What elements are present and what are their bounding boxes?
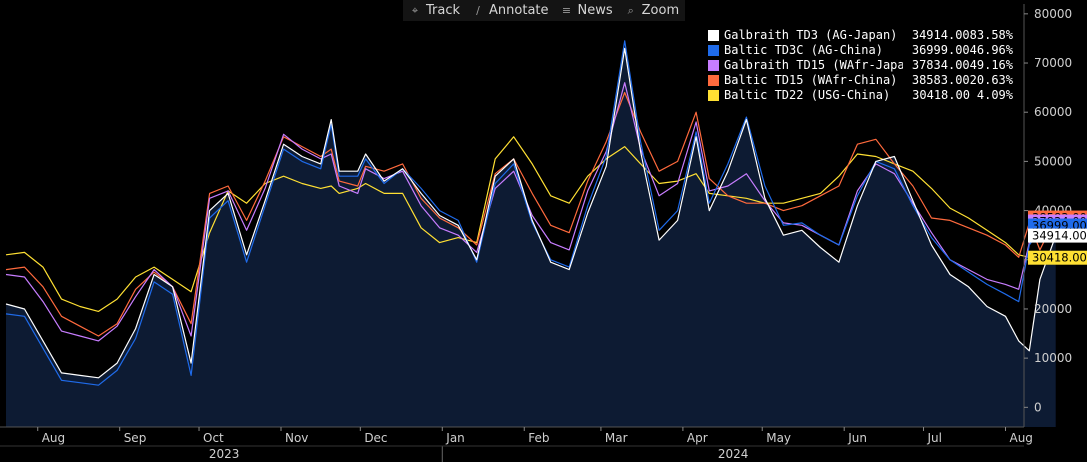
- legend-percent: 83.58%: [969, 28, 1013, 42]
- crosshair-icon: ⌖: [411, 3, 419, 17]
- series-line-1: [5, 47, 1057, 379]
- x-tick-label: Dec: [364, 431, 387, 445]
- series-line-4: [5, 91, 1057, 337]
- last-value-tag: [1028, 250, 1087, 265]
- news-button[interactable]: ≡ News: [555, 0, 619, 21]
- legend-item[interactable]: Galbraith TD3 (AG-Japan) 34914.00 83.58%: [705, 28, 1013, 43]
- magnifier-icon: ⌕: [627, 3, 634, 17]
- zoom-button[interactable]: ⌕ Zoom: [619, 0, 685, 21]
- y-tick-label: 0: [1034, 400, 1042, 414]
- series-layer: [5, 40, 1057, 428]
- legend-item[interactable]: Baltic TD3C (AG-China) 36999.00 46.96%: [705, 43, 1013, 58]
- area-fill: [6, 48, 1056, 428]
- y-tick-label: 70000: [1034, 56, 1072, 70]
- chart-legend: Galbraith TD3 (AG-Japan) 34914.00 83.58%…: [705, 26, 1013, 105]
- year-label: 2024: [718, 447, 749, 461]
- y-tick-label: 80000: [1034, 7, 1072, 21]
- annotate-button[interactable]: ∕ Annotate: [466, 0, 554, 21]
- legend-last-value: 36999.00: [911, 43, 970, 57]
- x-tick-label: Mar: [605, 431, 628, 445]
- annotate-label: Annotate: [489, 3, 549, 18]
- x-tick-label: Oct: [203, 431, 224, 445]
- legend-item[interactable]: Galbraith TD15 (WAfr-Japan) 37834.00 49.…: [705, 58, 1013, 73]
- x-tick-label: Aug: [42, 431, 65, 445]
- chart-toolbar: ⌖ Track ∕ Annotate ≡ News ⌕ Zoom: [403, 0, 686, 21]
- y-tick-label: 20000: [1034, 302, 1072, 316]
- legend-swatch: [708, 60, 719, 71]
- x-tick-label: Sep: [124, 431, 147, 445]
- legend-last-value: 38583.00: [911, 73, 970, 87]
- legend-series-name: Galbraith TD15 (WAfr-Japan): [724, 58, 903, 72]
- track-button[interactable]: ⌖ Track: [403, 0, 466, 21]
- track-label: Track: [426, 3, 461, 18]
- legend-series-name: Baltic TD22 (USG-China): [724, 88, 891, 102]
- x-tick-label: May: [766, 431, 791, 445]
- legend-series-name: Baltic TD3C (AG-China): [724, 43, 883, 57]
- zoom-label: Zoom: [641, 3, 680, 18]
- x-tick-label: Apr: [687, 431, 708, 445]
- legend-item[interactable]: Baltic TD22 (USG-China) 30418.00 4.09%: [705, 88, 1013, 103]
- legend-percent: 20.63%: [969, 73, 1013, 87]
- last-value-tag: [1028, 228, 1087, 243]
- legend-series-name: Baltic TD15 (WAfr-China): [724, 73, 898, 87]
- legend-percent: 49.16%: [969, 58, 1013, 72]
- legend-last-value: 34914.00: [911, 28, 970, 42]
- y-tick-label: 10000: [1034, 351, 1072, 365]
- year-label: 2023: [209, 447, 240, 461]
- y-tick-label: 50000: [1034, 154, 1072, 168]
- x-tick-label: Aug: [1009, 431, 1032, 445]
- last-value-tag-text: 30418.00: [1032, 251, 1087, 265]
- legend-percent: 4.09%: [976, 88, 1013, 102]
- legend-percent: 46.96%: [969, 43, 1013, 57]
- x-tick-label: Jan: [445, 431, 465, 445]
- x-tick-label: Jun: [847, 431, 867, 445]
- last-value-tag-text: 34914.00: [1032, 229, 1087, 243]
- legend-swatch: [708, 30, 719, 41]
- y-tick-label: 60000: [1034, 105, 1072, 119]
- legend-last-value: 30418.00: [912, 88, 970, 102]
- legend-swatch: [708, 75, 719, 86]
- news-icon: ≡: [561, 4, 572, 17]
- legend-item[interactable]: Baltic TD15 (WAfr-China) 38583.00 20.63%: [705, 73, 1013, 88]
- legend-swatch: [708, 45, 719, 56]
- legend-series-name: Galbraith TD3 (AG-Japan): [724, 28, 898, 42]
- legend-last-value: 37834.00: [911, 58, 970, 72]
- x-tick-label: Feb: [528, 431, 549, 445]
- x-tick-label: Jul: [927, 431, 942, 445]
- series-line-3: [5, 82, 1057, 342]
- pencil-icon: ∕: [476, 4, 480, 17]
- series-line-2: [5, 40, 1056, 386]
- x-tick-label: Nov: [285, 431, 308, 445]
- legend-swatch: [708, 90, 719, 101]
- news-label: News: [577, 3, 613, 18]
